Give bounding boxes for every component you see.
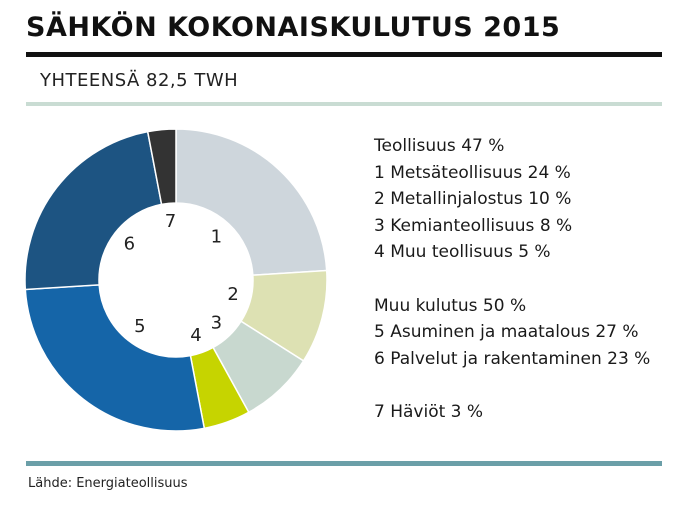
legend-other-total: Muu kulutus 50 % [374, 295, 527, 316]
legend-item-2: 2 Metallinjalostus 10 % [374, 189, 572, 209]
donut-label-5: 5 [134, 316, 145, 337]
donut-label-7: 7 [165, 211, 176, 232]
footer-rule [26, 461, 662, 466]
legend-item-5: 5 Asuminen ja maatalous 27 % [374, 322, 639, 342]
donut-slice-7 [146, 128, 177, 206]
donut-label-1: 1 [211, 226, 222, 247]
legend-item-3: 3 Kemianteollisuus 8 % [374, 215, 573, 236]
legend-item-7: 7 Häviöt 3 % [374, 402, 484, 422]
legend-industry-total: Teollisuus 47 % [374, 136, 505, 156]
donut-slices [24, 128, 328, 432]
donut-label-2: 2 [227, 284, 238, 305]
legend-item-4: 4 Muu teollisuus 5 % [374, 242, 551, 262]
chart-title: SÄHKÖN KOKONAISKULUTUS 2015 [26, 12, 561, 43]
legend-item-6: 6 Palvelut ja rakentaminen 23 % [374, 348, 651, 369]
legend-spacer [374, 372, 650, 399]
legend-spacer [374, 266, 650, 293]
donut-labels: 1 234 5 6 7 [124, 211, 239, 346]
donut-slice-5 [24, 284, 206, 432]
donut-slice-1 [175, 128, 328, 276]
chart-subtitle: YHTEENSÄ 82,5 TWH [40, 70, 239, 91]
legend-item-1: 1 Metsäteollisuus 24 % [374, 162, 571, 183]
subtitle-rule [26, 102, 662, 106]
source-note: Lähde: Energiateollisuus [28, 476, 188, 491]
donut-label-4: 4 [190, 325, 201, 346]
donut-label-3: 3 [211, 313, 222, 334]
title-rule [26, 52, 662, 57]
donut-slice-6 [24, 130, 163, 291]
legend: Teollisuus 47 % 1 Metsäteollisuus 24 % 2… [374, 133, 650, 426]
donut-label-6: 6 [124, 233, 135, 254]
